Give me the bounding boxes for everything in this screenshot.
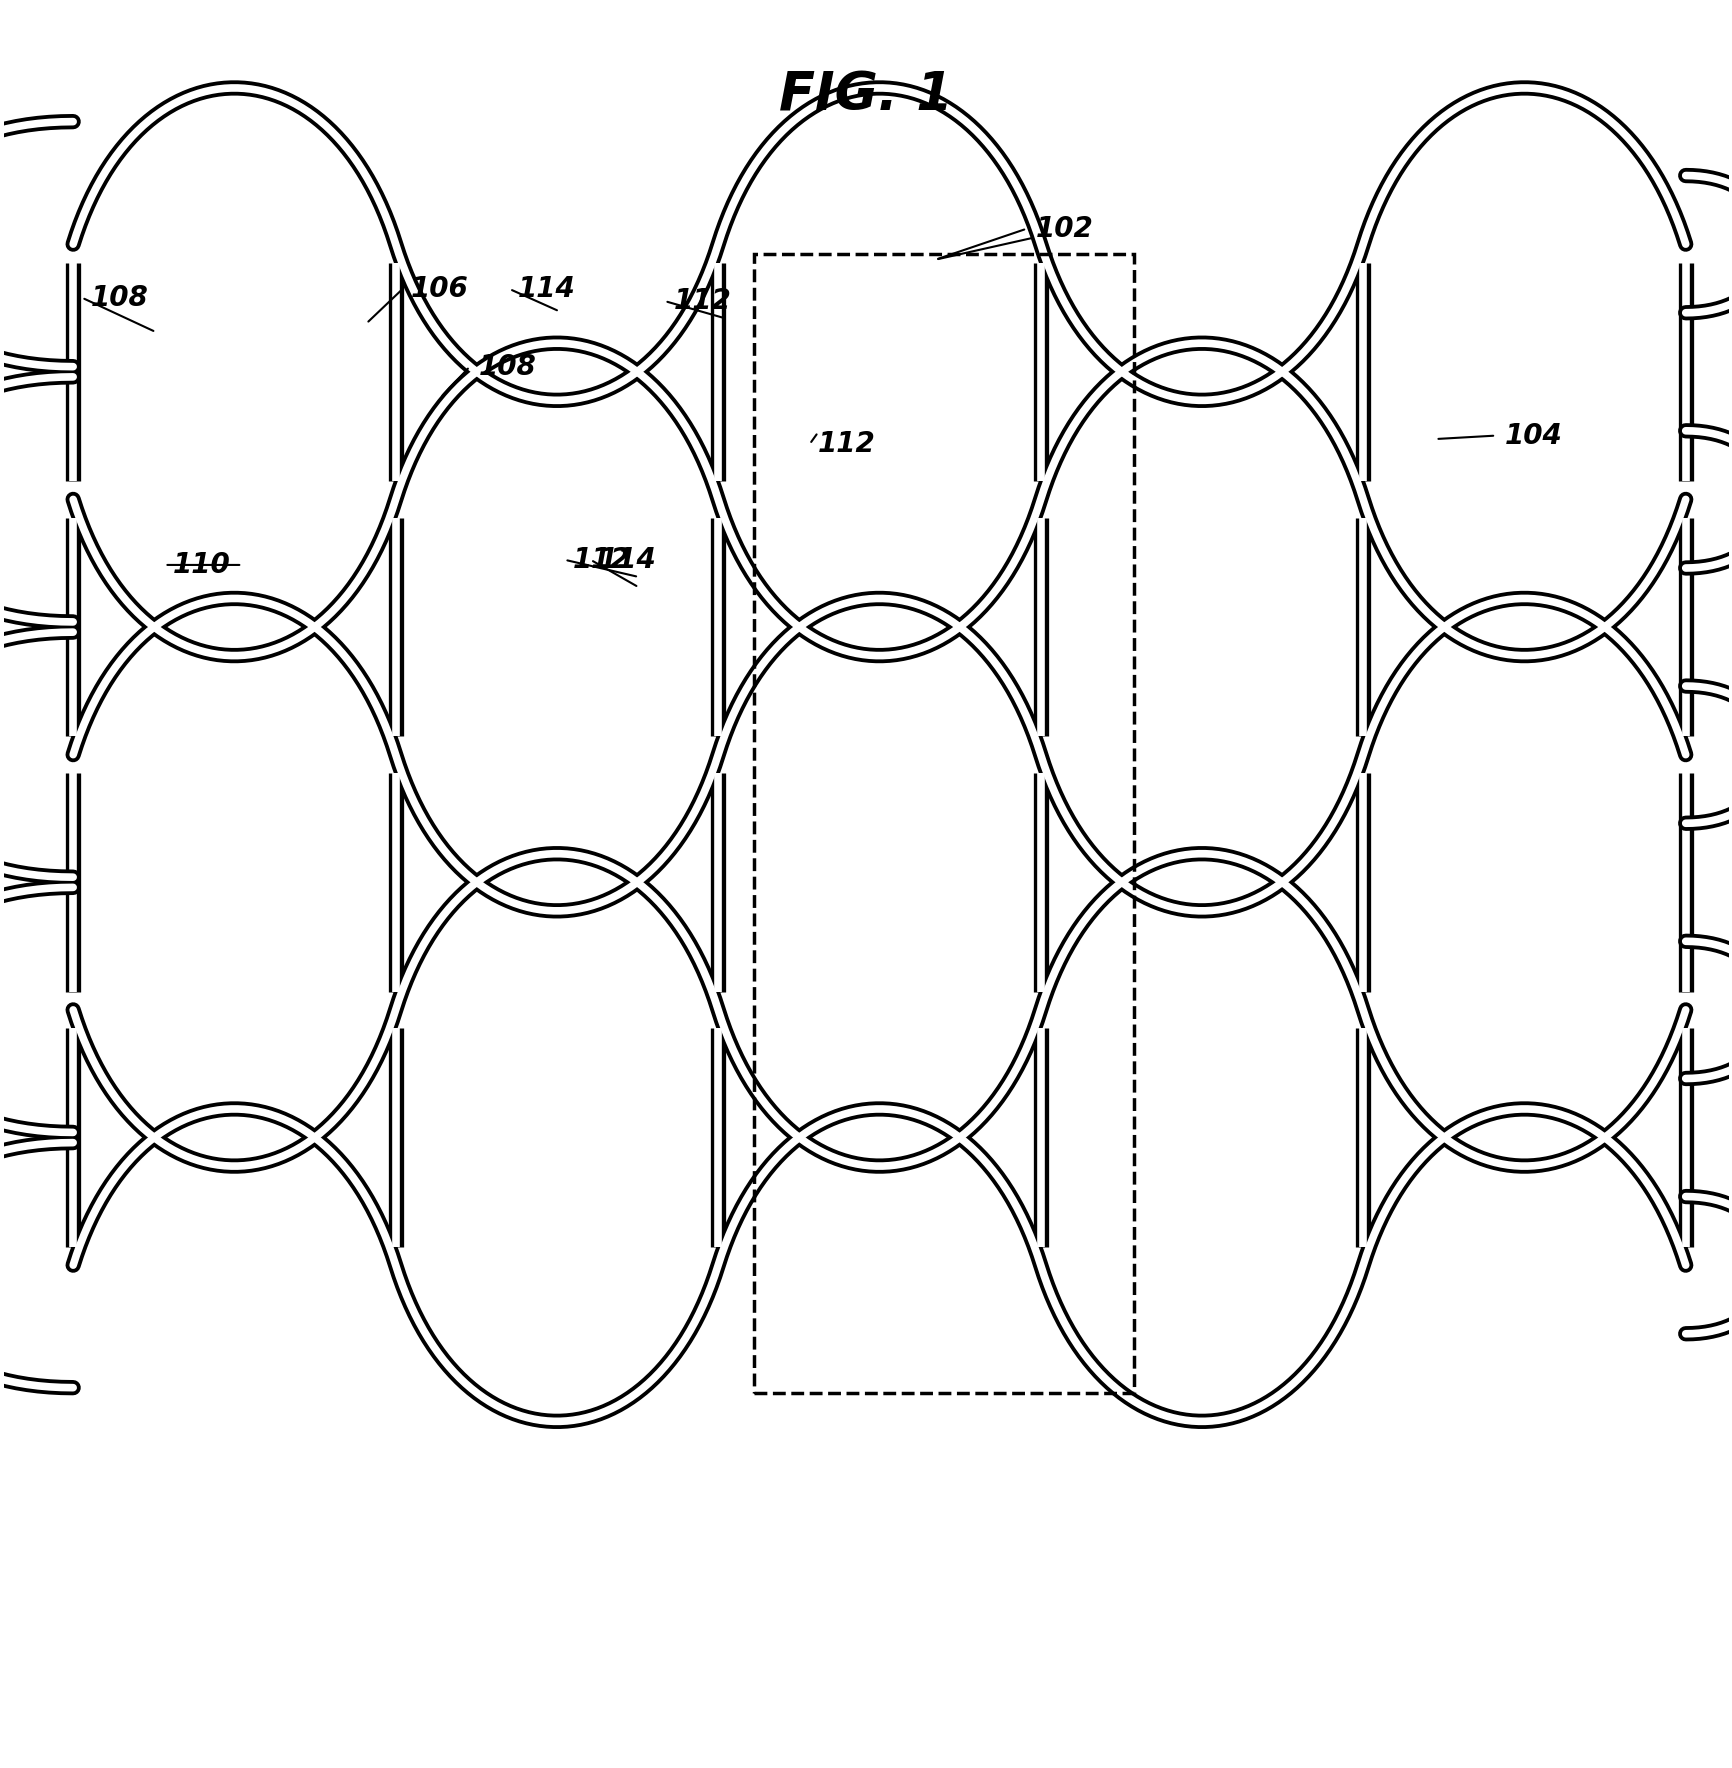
Text: 102: 102 [1036,214,1093,242]
Text: 108: 108 [478,352,535,380]
Text: 104: 104 [1503,421,1562,449]
Text: 108: 108 [90,283,147,311]
Text: 112: 112 [818,430,875,458]
Text: 114: 114 [599,546,656,575]
Text: 112: 112 [573,546,630,575]
Text: 112: 112 [674,286,731,315]
Text: 110: 110 [173,552,230,578]
Text: 106: 106 [410,276,469,302]
Bar [753,255,1133,1393]
Text: 114: 114 [518,276,575,302]
Text: FIG. 1: FIG. 1 [779,71,953,122]
